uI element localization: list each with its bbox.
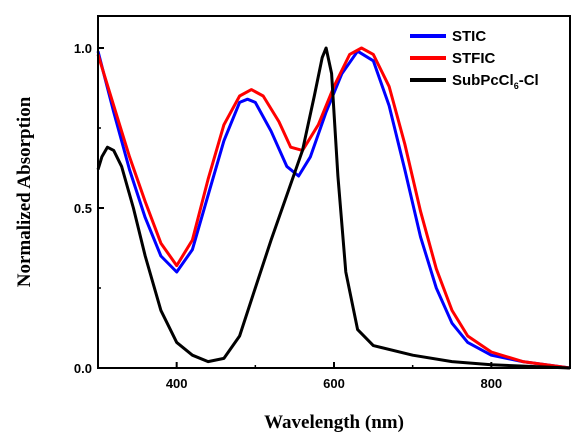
plot-frame	[97, 15, 571, 369]
y-tick-label: 0.0	[74, 361, 92, 376]
x-tick-label: 600	[323, 376, 345, 391]
x-tick-label: 400	[166, 376, 188, 391]
series-line-1	[96, 49, 571, 370]
plot-area	[96, 46, 571, 370]
axes: 400 600 800 0.0 0.5 1.0	[74, 15, 571, 391]
y-axis-title: Normalized Absorption	[14, 96, 35, 287]
series-line-3	[96, 46, 571, 370]
legend-label: STFIC	[452, 50, 495, 67]
legend-label: SubPcCl6-Cl	[452, 72, 539, 91]
y-tick-label: 0.5	[74, 201, 92, 216]
y-tick-label: 1.0	[74, 41, 92, 56]
x-axis-title: Wavelength (nm)	[264, 412, 404, 433]
x-tick-label: 800	[480, 376, 502, 391]
legend: STIC STFIC SubPcCl6-Cl	[410, 28, 539, 91]
legend-label: STIC	[452, 28, 486, 45]
